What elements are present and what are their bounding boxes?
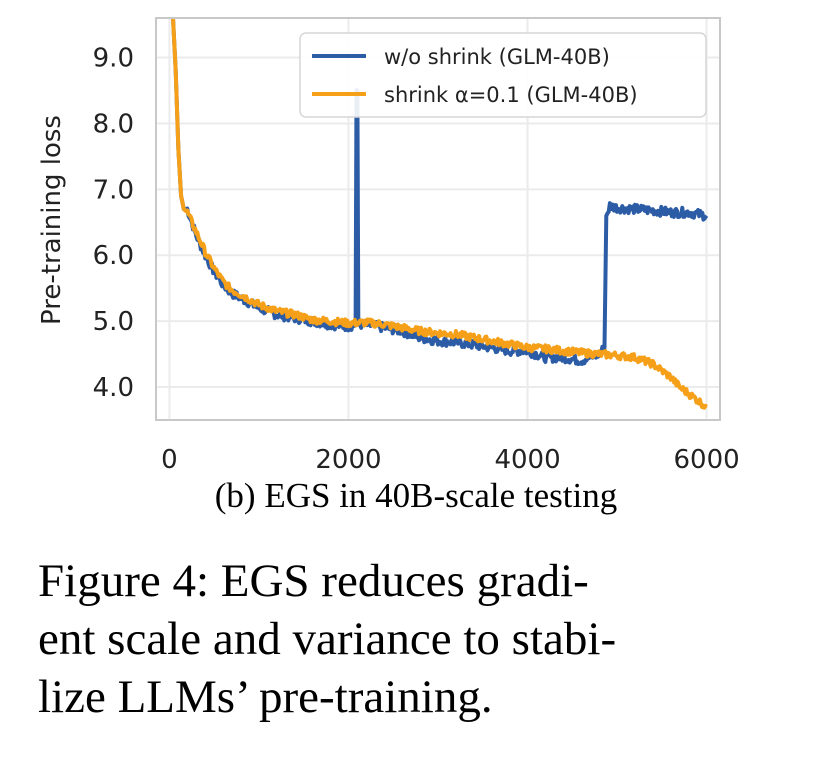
legend-label: w/o shrink (GLM-40B) [384,45,610,69]
series-line-1 [171,18,709,366]
chart-figure: 0 2000 4000 6000 4.0 5.0 6.0 7.0 8.0 9.0 Pre-tra… [37,17,740,475]
legend-box [299,32,707,118]
y-axis-label: Pre-training loss [37,115,67,325]
caption-line-1: Figure 4: EGS reduces gradi- [38,555,589,607]
x-tick-label: 2000 [315,445,381,475]
y-tick-label: 4.0 [93,373,134,403]
x-tick-label: 4000 [494,445,560,475]
series-line-2 [171,18,708,410]
series-layer [171,18,709,410]
y-tick-label: 8.0 [93,109,134,139]
legend: w/o shrink (GLM-40B) shrink α=0.1 (GLM-40… [299,32,707,118]
legend-label: shrink α=0.1 (GLM-40B) [384,83,638,107]
y-tick-labels: 4.0 5.0 6.0 7.0 8.0 9.0 [93,44,134,404]
plot-frame [155,17,721,421]
x-tick-labels: 0 2000 4000 6000 [161,445,740,475]
caption-line-2: ent scale and variance to stabi- [38,613,617,665]
y-tick-label: 6.0 [93,241,134,271]
subfigure-caption: (b) EGS in 40B-scale testing [214,476,618,515]
y-tick-label: 9.0 [93,44,134,74]
y-tick-label: 5.0 [93,307,134,337]
y-tick-label: 7.0 [93,175,134,205]
x-tick-label: 6000 [673,445,739,475]
caption-line-3: lize LLMs’ pre-training. [38,671,493,723]
figure-caption: Figure 4: EGS reduces gradi- ent scale a… [38,552,798,726]
x-tick-label: 0 [161,445,178,475]
